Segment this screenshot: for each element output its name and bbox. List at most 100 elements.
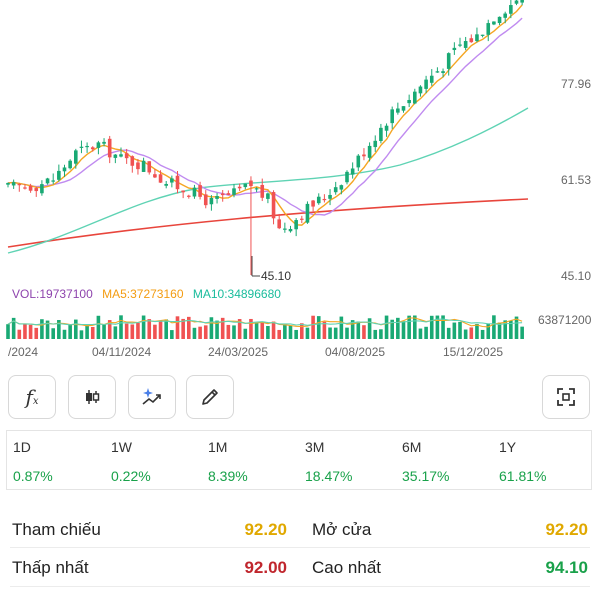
volume-bar — [170, 330, 174, 339]
price-tick-top: 77.96 — [561, 77, 592, 91]
perf-cell-1w[interactable]: 1W 0.22% — [105, 431, 200, 489]
volume-bar — [90, 326, 95, 339]
candle-body — [390, 109, 394, 124]
price-candles — [6, 0, 524, 275]
volume-bar — [316, 316, 321, 339]
candle-body — [45, 178, 50, 184]
volume-bar — [277, 329, 281, 339]
volume-bar — [249, 318, 253, 339]
stat-value-cao-nhat: 94.10 — [545, 558, 588, 577]
candle-body — [102, 141, 106, 144]
volume-bar — [492, 315, 496, 339]
volume-bar — [153, 324, 157, 339]
volume-bar — [45, 320, 50, 339]
volume-bar — [356, 321, 361, 339]
volume-bar — [164, 319, 168, 339]
ma-long-line — [7, 198, 529, 248]
candle-body — [480, 34, 485, 36]
draw-button[interactable] — [186, 375, 234, 419]
stat-label-tham-chieu: Tham chiếu — [12, 520, 101, 539]
candlestick-chart[interactable] — [0, 0, 600, 360]
perf-value: 0.22% — [111, 468, 151, 484]
perf-period: 1Y — [499, 439, 517, 455]
chart-toolbar: fx — [8, 375, 594, 419]
volume-bar — [283, 324, 287, 339]
volume-ma5-line — [7, 317, 523, 328]
candle-body — [497, 16, 502, 24]
volume-ma10-line — [7, 318, 523, 326]
volume-bar — [486, 323, 491, 339]
candle-body — [356, 155, 361, 168]
volume-bar — [209, 317, 214, 339]
ai-analysis-button[interactable] — [128, 375, 176, 419]
volume-bar — [28, 324, 33, 339]
volume-bar — [11, 317, 16, 339]
perf-period: 1M — [208, 439, 228, 455]
candle-body — [6, 182, 10, 185]
volume-bar — [40, 319, 44, 339]
candle-body — [90, 147, 95, 150]
perf-value: 35.17% — [402, 468, 450, 484]
ma-slow-line — [7, 17, 523, 216]
volume-bar — [192, 327, 197, 339]
candle-body — [226, 193, 231, 195]
fullscreen-button[interactable] — [542, 375, 590, 419]
candle-body — [288, 228, 293, 232]
volume-bar — [452, 322, 457, 339]
perf-cell-1d[interactable]: 1D 0.87% — [7, 431, 102, 489]
perf-value: 8.39% — [208, 468, 248, 484]
perf-cell-1m[interactable]: 1M 8.39% — [202, 431, 297, 489]
candle-body — [435, 71, 440, 73]
volume-bar — [119, 315, 123, 339]
candle-body — [520, 0, 524, 3]
fullscreen-icon — [557, 388, 575, 406]
legend-ma5: MA5:37273160 — [102, 287, 184, 301]
candle-body — [469, 38, 474, 43]
volume-bar — [232, 325, 236, 339]
ma-medium-line — [7, 107, 529, 254]
volume-bar — [141, 315, 146, 339]
candle-body — [333, 187, 338, 193]
volume-bar — [130, 324, 135, 339]
volume-bar — [424, 326, 428, 339]
volume-bar — [458, 321, 462, 339]
chart-type-button[interactable] — [68, 375, 116, 419]
candle-body — [198, 185, 202, 197]
candle-body — [23, 187, 27, 189]
candle-body — [34, 188, 39, 192]
candle-body — [328, 194, 332, 199]
volume-bar — [333, 327, 338, 339]
candle-body — [441, 71, 445, 73]
volume-bar — [463, 329, 468, 339]
volume-bar — [102, 324, 106, 339]
candle-body — [345, 171, 349, 183]
candle-body — [79, 146, 84, 148]
perf-cell-6m[interactable]: 6M 35.17% — [396, 431, 491, 489]
volume-bar — [57, 320, 61, 339]
candle-body — [68, 160, 72, 169]
perf-cell-1y[interactable]: 1Y 61.81% — [493, 431, 588, 489]
candle-body — [74, 150, 78, 164]
volume-bar — [339, 316, 344, 339]
stat-label-cao-nhat: Cao nhất — [312, 558, 381, 577]
volume-bar — [379, 329, 383, 339]
volume-bar — [198, 326, 202, 339]
candle-body — [254, 188, 259, 190]
volume-bars — [6, 315, 524, 339]
volume-bar — [175, 316, 180, 339]
volume-bar — [74, 319, 78, 339]
candle-body — [141, 160, 146, 172]
candle-body — [424, 79, 428, 89]
volume-bar — [187, 316, 191, 339]
candle-body — [136, 162, 140, 170]
candle-body — [192, 187, 197, 197]
volume-bar — [475, 323, 479, 339]
volume-bar — [6, 324, 10, 339]
volume-bar — [446, 327, 451, 339]
perf-cell-3m[interactable]: 3M 18.47% — [299, 431, 394, 489]
stats-row-2: Thấp nhất 92.00 Cao nhất 94.10 — [0, 553, 600, 591]
volume-bar — [220, 317, 225, 339]
perf-period: 6M — [402, 439, 422, 455]
indicator-button[interactable]: fx — [8, 375, 56, 419]
